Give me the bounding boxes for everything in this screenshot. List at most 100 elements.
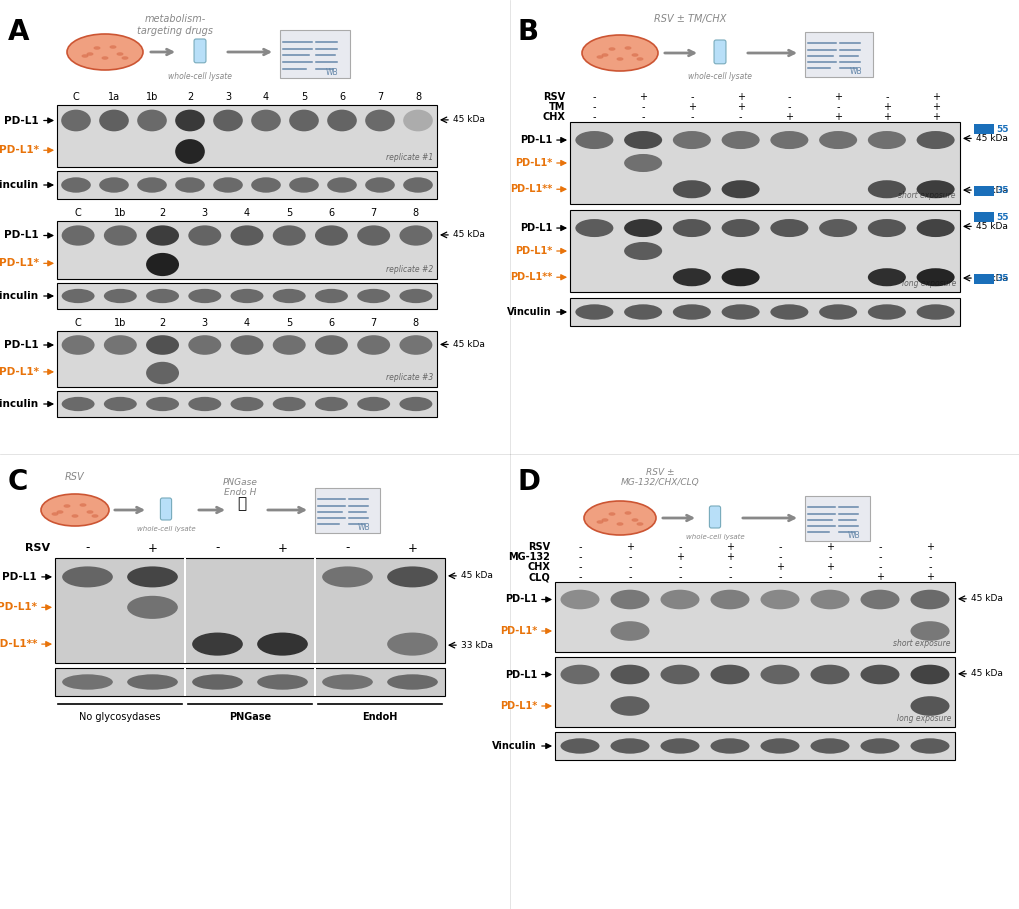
- Bar: [973, 124, 994, 134]
- FancyBboxPatch shape: [708, 506, 719, 528]
- Text: 4: 4: [244, 318, 250, 328]
- Ellipse shape: [94, 46, 101, 50]
- Text: 1a: 1a: [108, 92, 120, 102]
- Text: -: -: [578, 562, 581, 572]
- Ellipse shape: [146, 289, 179, 303]
- Ellipse shape: [636, 57, 643, 61]
- Text: Vinculin: Vinculin: [0, 399, 39, 409]
- Ellipse shape: [104, 225, 137, 245]
- Text: No glycosydases: No glycosydases: [79, 712, 161, 722]
- Ellipse shape: [608, 47, 614, 51]
- Text: +: +: [408, 542, 417, 554]
- Text: 4: 4: [263, 92, 269, 102]
- Text: +: +: [785, 112, 793, 122]
- Ellipse shape: [660, 590, 699, 609]
- Ellipse shape: [327, 177, 357, 193]
- Text: +: +: [825, 562, 834, 572]
- Text: 2: 2: [186, 92, 193, 102]
- Text: 1b: 1b: [114, 208, 126, 218]
- Ellipse shape: [610, 621, 649, 641]
- Ellipse shape: [61, 110, 91, 131]
- Text: -: -: [728, 562, 731, 572]
- Ellipse shape: [560, 738, 599, 754]
- Ellipse shape: [189, 335, 221, 355]
- Bar: [57, 283, 436, 309]
- Text: C: C: [74, 208, 82, 218]
- Ellipse shape: [624, 219, 661, 237]
- Text: +: +: [875, 572, 883, 582]
- Ellipse shape: [399, 289, 432, 303]
- Ellipse shape: [192, 674, 243, 690]
- Text: EndoH: EndoH: [362, 712, 397, 722]
- Text: B: B: [518, 18, 539, 46]
- Text: 7: 7: [376, 92, 383, 102]
- Ellipse shape: [867, 180, 905, 198]
- Ellipse shape: [127, 566, 177, 587]
- Ellipse shape: [575, 219, 612, 237]
- Ellipse shape: [710, 738, 749, 754]
- Ellipse shape: [818, 219, 856, 237]
- Text: long exposure: long exposure: [896, 714, 950, 723]
- FancyBboxPatch shape: [713, 40, 726, 64]
- Ellipse shape: [272, 289, 306, 303]
- Text: CLQ: CLQ: [528, 572, 549, 582]
- Ellipse shape: [87, 510, 94, 514]
- Ellipse shape: [272, 335, 306, 355]
- Ellipse shape: [810, 738, 849, 754]
- Text: 🧪: 🧪: [237, 496, 247, 512]
- Text: 8: 8: [413, 208, 419, 218]
- Ellipse shape: [624, 131, 661, 149]
- Bar: [554, 582, 954, 652]
- Ellipse shape: [860, 590, 899, 609]
- Bar: [973, 186, 994, 196]
- Text: -: -: [777, 552, 781, 562]
- Ellipse shape: [584, 501, 655, 535]
- Text: MG-132: MG-132: [507, 552, 549, 562]
- Text: RSV: RSV: [542, 92, 565, 102]
- Ellipse shape: [357, 225, 389, 245]
- Ellipse shape: [610, 738, 649, 754]
- Ellipse shape: [720, 305, 759, 320]
- Text: PD-L1: PD-L1: [4, 340, 39, 350]
- Text: long exposure: long exposure: [901, 279, 955, 288]
- Text: metabolism-
targeting drugs: metabolism- targeting drugs: [137, 14, 213, 35]
- Bar: [554, 657, 954, 727]
- Text: +: +: [726, 542, 734, 552]
- Bar: [57, 105, 436, 167]
- Ellipse shape: [213, 110, 243, 131]
- Ellipse shape: [769, 305, 808, 320]
- Text: WB: WB: [847, 531, 859, 540]
- Text: -: -: [578, 542, 581, 552]
- Text: -: -: [628, 552, 631, 562]
- Text: 45 kDa: 45 kDa: [970, 669, 1002, 678]
- Text: CHX: CHX: [541, 112, 565, 122]
- Text: PD-L1*: PD-L1*: [0, 145, 39, 155]
- Ellipse shape: [315, 397, 347, 411]
- Ellipse shape: [403, 110, 432, 131]
- Ellipse shape: [608, 513, 614, 515]
- Text: C: C: [74, 318, 82, 328]
- Text: PD-L1*: PD-L1*: [515, 246, 551, 256]
- Text: -: -: [877, 552, 880, 562]
- Ellipse shape: [867, 131, 905, 149]
- Bar: [57, 391, 436, 417]
- Ellipse shape: [560, 590, 599, 609]
- Bar: [55, 558, 444, 663]
- Text: +: +: [930, 112, 938, 122]
- Bar: [314, 668, 316, 696]
- Text: Vinculin: Vinculin: [506, 307, 551, 317]
- Text: PNGase
Endo H: PNGase Endo H: [222, 478, 257, 497]
- Bar: [57, 221, 436, 279]
- Text: -: -: [678, 542, 681, 552]
- Text: RSV: RSV: [65, 472, 85, 482]
- Text: -: -: [678, 572, 681, 582]
- Text: Vinculin: Vinculin: [0, 291, 39, 301]
- Ellipse shape: [910, 738, 949, 754]
- Text: 45 kDa: 45 kDa: [452, 230, 484, 239]
- Ellipse shape: [61, 335, 95, 355]
- Ellipse shape: [327, 110, 357, 131]
- Text: -: -: [777, 572, 781, 582]
- Text: 5: 5: [285, 208, 292, 218]
- Text: -: -: [592, 102, 595, 112]
- Text: 7: 7: [370, 318, 376, 328]
